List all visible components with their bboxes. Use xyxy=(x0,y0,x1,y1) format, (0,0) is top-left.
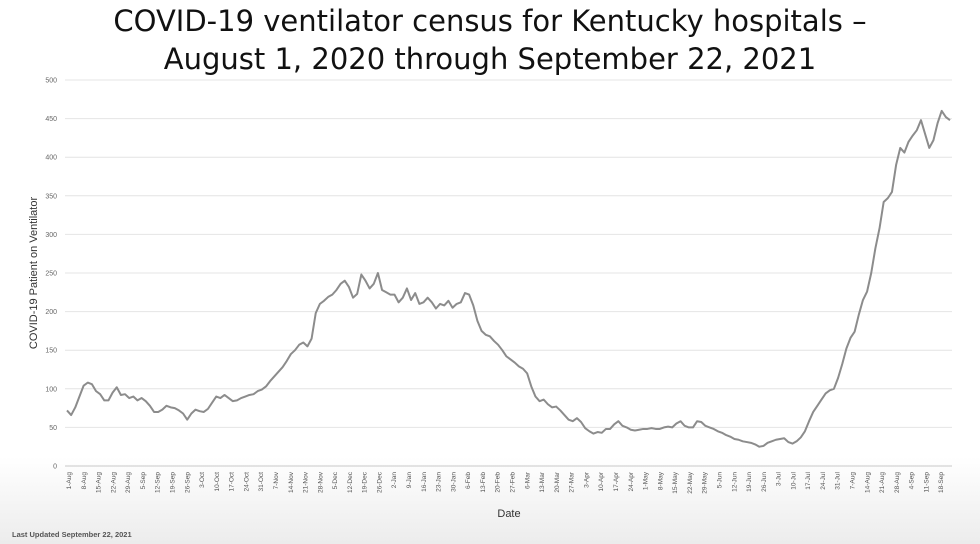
x-tick-label: 31-Oct xyxy=(258,472,265,492)
x-tick-label: 29-Aug xyxy=(125,472,132,493)
x-axis-ticks: 1-Aug 8-Aug 15-Aug 22-Aug 29-Aug 5-Sep 12-Sep 1… xyxy=(66,471,945,494)
x-tick-label: 6-Feb xyxy=(465,472,472,489)
x-tick-label: 7-Nov xyxy=(273,471,280,489)
x-tick-label: 28-Nov xyxy=(317,471,324,493)
x-tick-label: 28-Aug xyxy=(894,472,901,493)
x-tick-label: 21-Nov xyxy=(303,471,310,493)
y-tick-label: 250 xyxy=(45,271,57,278)
x-tick-label: 12-Dec xyxy=(347,471,354,493)
y-tick-label: 100 xyxy=(45,386,57,393)
x-tick-label: 26-Dec xyxy=(376,471,383,493)
last-updated-note: Last Updated September 22, 2021 xyxy=(12,530,132,539)
x-tick-label: 10-Oct xyxy=(214,472,221,492)
x-tick-label: 14-Aug xyxy=(864,472,871,493)
y-axis-ticks: 0 50 100 150 200 250 300 350 400 450 500 xyxy=(45,78,57,471)
x-tick-label: 5-Sep xyxy=(140,472,147,490)
x-tick-label: 20-Mar xyxy=(554,471,561,492)
y-tick-label: 0 xyxy=(53,464,57,471)
y-tick-label: 300 xyxy=(45,232,57,239)
y-tick-label: 400 xyxy=(45,155,57,162)
x-tick-label: 1-May xyxy=(643,471,650,490)
y-axis-label: COVID-19 Patient on Ventilator xyxy=(28,197,40,350)
x-tick-label: 11-Sep xyxy=(923,472,930,493)
y-tick-label: 500 xyxy=(45,78,57,85)
x-tick-label: 24-Oct xyxy=(243,472,250,492)
x-tick-label: 3-Apr xyxy=(583,471,590,488)
x-tick-label: 5-Dec xyxy=(332,471,339,489)
chart-title-line-1: COVID-19 ventilator census for Kentucky … xyxy=(113,4,867,38)
chart-title: COVID-19 ventilator census for Kentucky … xyxy=(0,2,980,78)
x-tick-label: 29-May xyxy=(702,471,709,493)
x-tick-label: 8-May xyxy=(657,471,664,490)
x-tick-label: 12-Sep xyxy=(155,472,162,493)
x-tick-label: 20-Feb xyxy=(495,472,502,493)
x-tick-label: 17-Jul xyxy=(805,471,812,489)
x-tick-label: 19-Sep xyxy=(169,472,176,493)
x-tick-label: 8-Aug xyxy=(81,472,88,490)
x-tick-label: 10-Apr xyxy=(598,471,605,491)
gridlines xyxy=(65,79,952,428)
x-tick-label: 24-Jul xyxy=(820,471,827,489)
x-tick-label: 10-Jul xyxy=(790,471,797,489)
y-tick-label: 200 xyxy=(45,309,57,316)
x-tick-label: 13-Feb xyxy=(480,472,487,493)
chart-title-line-2: August 1, 2020 through September 22, 202… xyxy=(163,42,817,76)
x-tick-label: 3-Jul xyxy=(776,471,783,486)
x-tick-label: 18-Sep xyxy=(938,472,945,493)
y-tick-label: 450 xyxy=(45,116,57,123)
x-tick-label: 6-Mar xyxy=(524,471,531,489)
x-tick-label: 7-Aug xyxy=(850,472,857,490)
x-tick-label: 5-Jun xyxy=(716,472,723,489)
x-tick-label: 19-Dec xyxy=(362,471,369,493)
x-tick-label: 4-Sep xyxy=(909,472,916,490)
x-tick-label: 9-Jan xyxy=(406,472,413,489)
x-tick-label: 31-Jul xyxy=(835,471,842,489)
x-tick-label: 30-Jan xyxy=(450,472,457,492)
x-tick-label: 3-Oct xyxy=(199,472,206,488)
x-tick-label: 17-Oct xyxy=(229,472,236,492)
y-tick-label: 350 xyxy=(45,193,57,200)
x-tick-label: 21-Aug xyxy=(879,472,886,493)
x-tick-label: 1-Aug xyxy=(66,472,73,490)
x-tick-label: 19-Jun xyxy=(746,472,753,492)
x-tick-label: 12-Jun xyxy=(731,472,738,492)
x-tick-label: 26-Jun xyxy=(761,472,768,492)
x-tick-label: 2-Jan xyxy=(391,472,398,489)
x-tick-label: 27-Mar xyxy=(569,471,576,492)
x-tick-label: 15-May xyxy=(672,471,679,493)
x-tick-label: 27-Feb xyxy=(510,472,517,493)
x-tick-label: 13-Mar xyxy=(539,471,546,492)
x-tick-label: 24-Apr xyxy=(628,471,635,491)
x-tick-label: 14-Nov xyxy=(288,471,295,493)
series-layer xyxy=(66,109,951,448)
x-tick-label: 17-Apr xyxy=(613,471,620,491)
x-tick-label: 23-Jan xyxy=(436,472,443,492)
x-tick-label: 16-Jan xyxy=(421,472,428,492)
y-tick-label: 50 xyxy=(49,425,57,432)
ventilator-census-line xyxy=(66,109,951,448)
y-tick-label: 150 xyxy=(45,348,57,355)
x-tick-label: 26-Sep xyxy=(184,472,191,493)
x-tick-label: 22-Aug xyxy=(110,472,117,493)
x-tick-label: 22-May xyxy=(687,471,694,493)
x-tick-label: 15-Aug xyxy=(96,472,103,493)
x-axis-label: Date xyxy=(497,508,520,520)
